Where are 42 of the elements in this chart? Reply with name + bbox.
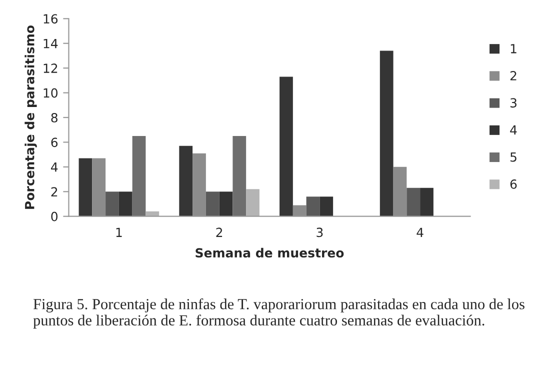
bar: [420, 188, 434, 216]
x-axis-title: Semana de muestreo: [196, 248, 344, 258]
y-tick-label: 6: [51, 138, 58, 148]
y-tick-label: 16: [44, 14, 58, 24]
bar: [219, 192, 233, 216]
bar: [179, 146, 193, 216]
y-tick-label: 12: [44, 64, 58, 73]
legend-label: 3: [510, 98, 516, 108]
bar: [406, 188, 420, 216]
y-tick-label: 2: [51, 187, 58, 196]
bar: [380, 50, 394, 216]
text: Figura 5. Porcentaje de ninfas de T. vaporariorum parasitadas en cada uno de los puntos de liberación de E. formosa durante cuatro semanas de evaluación.: [33, 298, 524, 329]
bar: [292, 205, 306, 216]
y-axis-title: Porcentaje de parasitismo: [24, 26, 37, 209]
x-tick-label: 4: [416, 228, 424, 237]
x-tick-label: 3: [316, 228, 323, 238]
bar: [132, 136, 146, 216]
bar: [78, 158, 92, 216]
x-tick-label: 1: [116, 228, 122, 237]
legend-label: 1: [510, 44, 516, 54]
bar: [246, 189, 260, 216]
bar: [192, 153, 206, 216]
y-tick-label: 8: [51, 112, 58, 122]
x-tick-label: 2: [216, 228, 222, 237]
bar: [393, 166, 407, 216]
bar: [146, 211, 160, 216]
bar: [280, 76, 293, 216]
y-tick-label: 10: [44, 88, 58, 98]
y-tick-label: 4: [50, 162, 58, 172]
bar: [206, 192, 220, 216]
legend-label: 6: [510, 179, 517, 189]
bar: [232, 136, 246, 216]
bar: [306, 196, 320, 216]
legend-label: 5: [510, 152, 516, 162]
legend-label: 4: [510, 125, 517, 134]
y-tick-label: 14: [44, 38, 58, 48]
bar: [118, 192, 132, 216]
legend-label: 2: [510, 71, 516, 80]
bar: [106, 192, 119, 216]
bar: [320, 196, 334, 216]
y-tick-label: 0: [51, 212, 58, 222]
bar: [92, 158, 106, 216]
